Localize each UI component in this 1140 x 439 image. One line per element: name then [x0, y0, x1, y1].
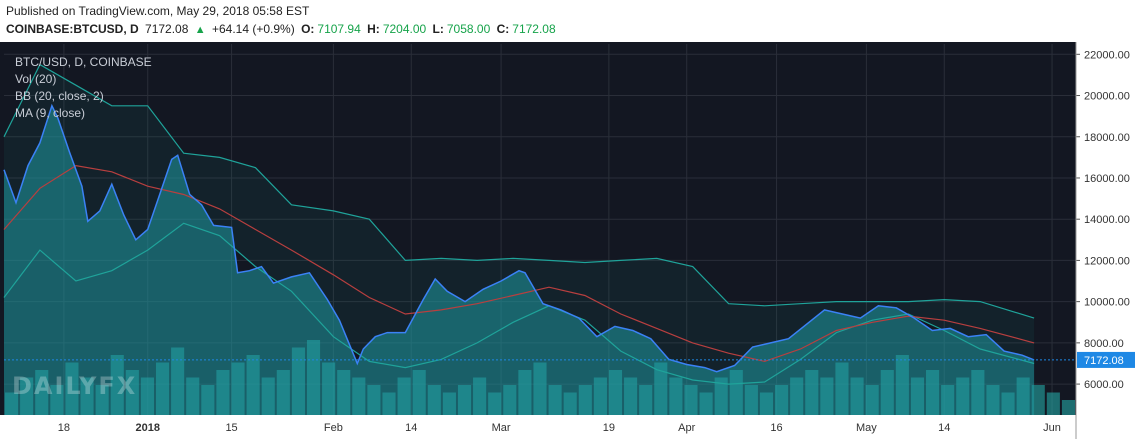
- volume-bar: [1046, 392, 1060, 415]
- y-tick-label: 14000.00: [1084, 214, 1130, 226]
- price-chart[interactable]: 22000.00 20000.00 18000.00 16000.00 14000.00…: [0, 42, 1140, 439]
- x-tick-label: 19: [603, 422, 615, 434]
- bollinger-lower-line: [3, 222, 1035, 385]
- y-tick-label: 8000.00: [1084, 338, 1124, 350]
- x-tick-label: 14: [938, 422, 950, 434]
- x-tick-label: Mar: [492, 422, 511, 434]
- change-arrow-icon: ▲: [194, 24, 206, 36]
- x-tick-label: 2018: [135, 422, 159, 434]
- x-tick-label: Jun: [1043, 422, 1061, 434]
- open-value: 7107.94: [317, 22, 361, 36]
- x-tick-label: 18: [58, 422, 70, 434]
- legend-bollinger[interactable]: BB (20, close, 2): [15, 89, 104, 103]
- last-price: 7172.08: [145, 22, 189, 36]
- x-tick-label: 16: [770, 422, 782, 434]
- y-tick-label: 16000.00: [1084, 173, 1130, 185]
- moving-average-line: [3, 164, 1035, 363]
- price-line: [3, 103, 1035, 373]
- high-label: H:: [367, 22, 380, 36]
- chart-header: Published on TradingView.com, May 29, 20…: [0, 0, 1140, 42]
- ohlc-line: COINBASE:BTCUSD, D 7172.08 ▲ +64.14 (+0.…: [6, 22, 559, 36]
- change-value: +64.14 (+0.9%): [211, 22, 295, 36]
- high-value: 7204.00: [382, 22, 427, 36]
- price-axis-background: [1076, 42, 1140, 439]
- volume-bar: [1031, 385, 1045, 415]
- x-tick-label: Feb: [324, 422, 343, 434]
- y-tick-label: 18000.00: [1084, 132, 1130, 144]
- y-tick-label: 6000.00: [1084, 379, 1124, 391]
- price-area-fill: [4, 105, 1035, 416]
- published-line: Published on TradingView.com, May 29, 20…: [6, 4, 310, 18]
- chart-area[interactable]: 22000.00 20000.00 18000.00 16000.00 14000.00…: [0, 42, 1140, 439]
- volume-bar: [1061, 400, 1075, 415]
- close-label: C:: [496, 22, 510, 36]
- x-tick-label: Apr: [678, 422, 695, 434]
- open-label: O:: [301, 22, 315, 36]
- bollinger-upper-line: [3, 63, 1035, 319]
- low-value: 7058.00: [446, 22, 491, 36]
- legend-moving-average[interactable]: MA (9, close): [15, 106, 86, 120]
- legend-volume[interactable]: Vol (20): [15, 72, 57, 86]
- time-axis-background: [0, 415, 1076, 439]
- x-tick-label: May: [856, 422, 877, 434]
- y-tick-label: 20000.00: [1084, 91, 1130, 103]
- last-price-badge: [1077, 351, 1135, 368]
- y-tick-label: 12000.00: [1084, 255, 1130, 267]
- symbol-label: COINBASE:BTCUSD, D: [6, 22, 139, 36]
- legend-symbol[interactable]: BTC/USD, D, COINBASE: [15, 55, 152, 69]
- y-tick-label: 22000.00: [1084, 49, 1130, 61]
- x-tick-label: 14: [405, 422, 417, 434]
- y-tick-label: 10000.00: [1084, 297, 1130, 309]
- last-price-label: 7172.08: [1084, 355, 1124, 367]
- dailyfx-logo: DAILYFX: [12, 372, 138, 400]
- low-label: L:: [432, 22, 444, 36]
- x-tick-label: 15: [225, 422, 237, 434]
- close-value: 7172.08: [512, 22, 556, 36]
- indicator-legend: BTC/USD, D, COINBASE Vol (20) BB (20, cl…: [15, 54, 152, 122]
